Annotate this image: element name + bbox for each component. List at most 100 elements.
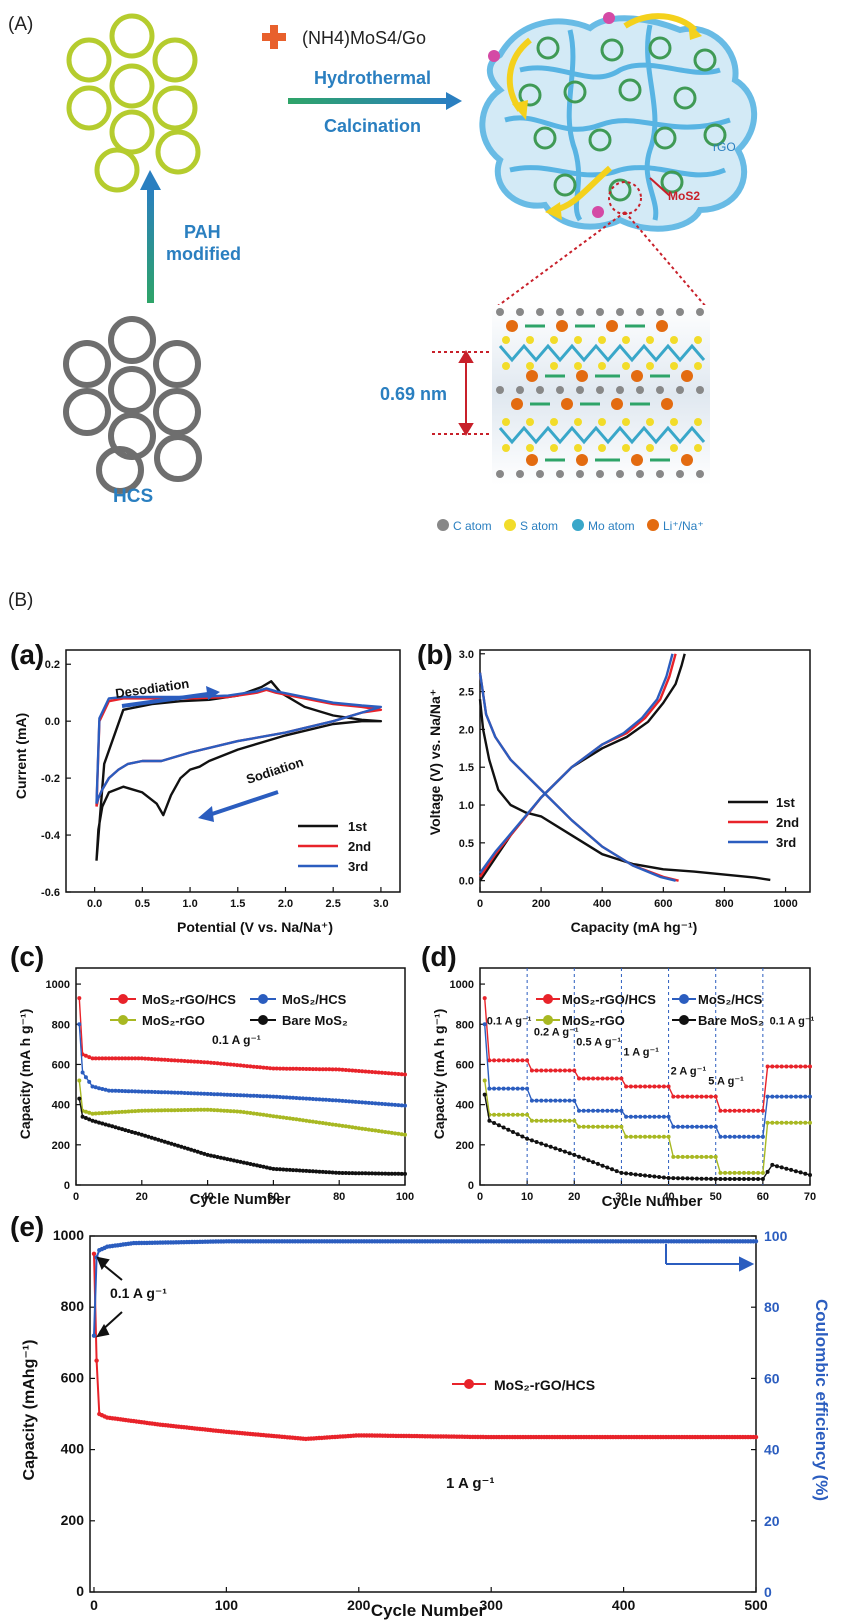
chart-c-point bbox=[271, 1166, 276, 1171]
chart-c-point bbox=[287, 1066, 292, 1071]
chart-b-xlabel: Capacity (mA hg⁻¹) bbox=[571, 919, 698, 935]
chart-d-point bbox=[803, 1120, 808, 1125]
chart-c-point bbox=[218, 1061, 223, 1066]
chart-d-point bbox=[511, 1086, 515, 1091]
chart-c-point bbox=[320, 1097, 325, 1102]
chart-d-point bbox=[742, 1134, 746, 1139]
chart-c-point bbox=[380, 1171, 384, 1176]
chart-d-point bbox=[657, 1114, 662, 1119]
chart-c-point bbox=[343, 1171, 348, 1175]
chart-d-point bbox=[699, 1176, 704, 1181]
chart-d-point bbox=[567, 1151, 572, 1156]
chart-d-point bbox=[506, 1058, 511, 1063]
chart-c-point bbox=[278, 1167, 282, 1172]
plus-icon bbox=[262, 25, 286, 49]
chart-d-point bbox=[647, 1114, 652, 1119]
chart-d-point bbox=[581, 1124, 586, 1129]
chart-c-point bbox=[172, 1090, 177, 1095]
chart-c-point bbox=[363, 1100, 368, 1105]
chart-c-point bbox=[120, 1056, 125, 1061]
chart-c-point bbox=[143, 1056, 148, 1061]
chart-c-point bbox=[222, 1108, 227, 1113]
chart-d-point bbox=[506, 1112, 511, 1117]
chart-c-point bbox=[176, 1058, 180, 1063]
chart-c-point bbox=[324, 1067, 328, 1072]
chart-c-point bbox=[399, 1132, 404, 1137]
chart-c-point bbox=[139, 1132, 144, 1137]
chart-c-point bbox=[373, 1070, 378, 1075]
chart-d-point bbox=[581, 1108, 586, 1113]
chart-c-ytick-label: 400 bbox=[52, 1100, 70, 1112]
chart-d-legend-2: MoS₂-rGO bbox=[562, 1013, 625, 1028]
chart-c-point bbox=[307, 1119, 312, 1124]
chart-a-ytick-label: -0.4 bbox=[41, 830, 61, 842]
chart-b-legend-1st: 1st bbox=[776, 795, 795, 810]
chart-a-xtick-label: 3.0 bbox=[373, 898, 388, 910]
chart-d-point bbox=[789, 1094, 794, 1099]
chart-d-point bbox=[572, 1152, 577, 1157]
chart-d-point bbox=[737, 1134, 742, 1139]
rgo-label: rGO bbox=[713, 140, 736, 154]
chart-c-point bbox=[103, 1087, 108, 1092]
chart-c-point bbox=[251, 1064, 256, 1069]
chart-c-point bbox=[172, 1142, 177, 1147]
chart-d-point bbox=[548, 1118, 553, 1123]
chart-c-point bbox=[255, 1111, 259, 1116]
chart-c-point bbox=[403, 1072, 407, 1077]
chart-c-point bbox=[133, 1056, 138, 1061]
chart-d-point bbox=[511, 1058, 515, 1063]
chart-d-point bbox=[666, 1176, 671, 1180]
chart-c-point bbox=[317, 1169, 322, 1174]
chart-c-point bbox=[304, 1067, 309, 1071]
chart-c-point bbox=[139, 1056, 144, 1061]
chart-c-xtick-label: 80 bbox=[333, 1191, 345, 1203]
chart-d-plot: 0 10 20 30 40 50 60 70 0 200 400 600 800 1000 0.1 A g⁻… bbox=[450, 967, 816, 1203]
chart-d-point bbox=[652, 1134, 657, 1139]
chart-c-point bbox=[228, 1092, 233, 1097]
chart-e-ce-point bbox=[91, 1333, 97, 1338]
chart-c-point bbox=[373, 1171, 378, 1176]
chart-d-point bbox=[628, 1171, 633, 1176]
chart-c-point bbox=[251, 1111, 256, 1116]
chart-d-point bbox=[633, 1114, 638, 1119]
chart-d-ytick-label: 600 bbox=[456, 1059, 474, 1071]
chart-c-point bbox=[133, 1089, 138, 1094]
chart-d-point bbox=[501, 1086, 506, 1091]
chart-c-point bbox=[245, 1161, 250, 1166]
chart-d-point bbox=[756, 1177, 761, 1181]
chart-c-point bbox=[103, 1110, 108, 1115]
chart-d-point bbox=[742, 1170, 746, 1175]
chart-c-point bbox=[281, 1167, 286, 1172]
chart-c-point bbox=[215, 1155, 220, 1159]
chart-d-point bbox=[605, 1076, 610, 1081]
chart-c-point bbox=[129, 1130, 134, 1134]
chart-c-point bbox=[373, 1101, 378, 1106]
chart-d-point bbox=[746, 1177, 751, 1181]
chart-d-point bbox=[775, 1064, 779, 1069]
chart-d-point bbox=[501, 1058, 506, 1063]
chart-d-xtick-label: 60 bbox=[757, 1191, 769, 1203]
chart-d-point bbox=[793, 1120, 798, 1125]
chart-c-point bbox=[83, 1109, 88, 1114]
chart-b-ytick-label: 2.0 bbox=[459, 724, 474, 736]
chart-c-point bbox=[77, 1096, 82, 1101]
chart-c-point bbox=[366, 1127, 371, 1132]
chart-c-point bbox=[241, 1110, 246, 1115]
chart-c-point bbox=[399, 1072, 404, 1077]
chart-c-point bbox=[301, 1168, 305, 1173]
chart-b-series-1st-line bbox=[479, 653, 686, 882]
chart-c-point bbox=[123, 1056, 128, 1061]
chart-c-point bbox=[386, 1130, 391, 1135]
chart-c-point bbox=[350, 1068, 355, 1073]
chart-c-point bbox=[113, 1110, 118, 1115]
chart-c-xtick-label: 20 bbox=[136, 1191, 148, 1203]
chart-d-point bbox=[671, 1176, 676, 1181]
chart-b-xtick-label: 200 bbox=[532, 898, 550, 910]
chart-d-point bbox=[746, 1170, 751, 1175]
chart-c-point bbox=[284, 1066, 289, 1071]
chart-c-point bbox=[347, 1099, 352, 1104]
chart-b-ytick-label: 1.5 bbox=[459, 762, 474, 774]
chart-d-point bbox=[638, 1114, 643, 1119]
pah-label: PAH bbox=[184, 222, 221, 242]
chart-d-point bbox=[567, 1118, 572, 1123]
